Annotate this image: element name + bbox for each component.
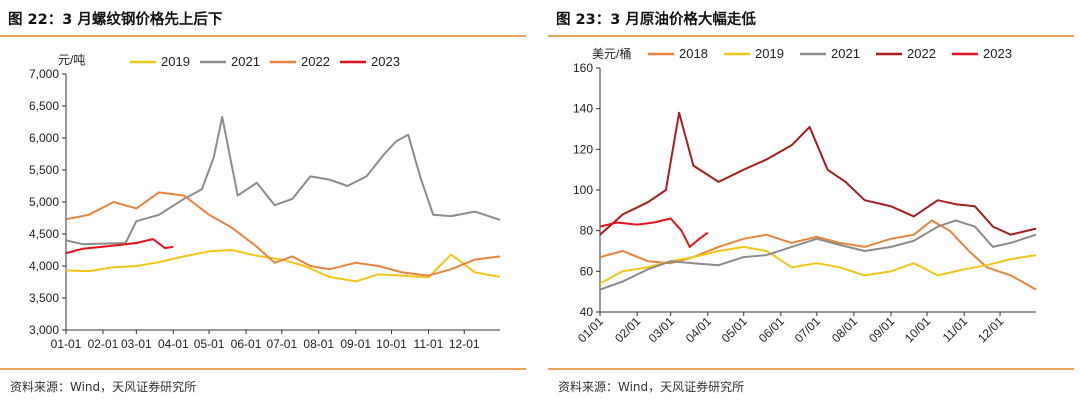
y-axis-label: 元/吨: [58, 53, 85, 67]
series-line-2021: [600, 219, 1037, 291]
x-tick-label: 02-01: [88, 337, 119, 351]
legend-label-2021: 2021: [231, 54, 260, 69]
x-tick-label: 03/01: [646, 314, 677, 345]
series-group: [66, 115, 501, 283]
x-tick-label: 08-01: [303, 337, 334, 351]
x-tick-label: 05-01: [194, 337, 225, 351]
figure-source: 资料来源：Wind，天风证券研究所: [10, 380, 197, 394]
x-tick-label: 11/01: [940, 314, 971, 345]
legend-label-2022: 2022: [907, 46, 936, 61]
x-tick-label: 12/01: [975, 314, 1006, 345]
source-rule: [548, 368, 1074, 370]
figure-title: 图 22：3 月螺纹钢价格先上后下: [8, 12, 223, 28]
x-tick-label: 01-01: [51, 337, 82, 351]
chart-panel-rebar: 图 22：3 月螺纹钢价格先上后下 3,000 3,500 4,000 4,500 5,…: [0, 0, 532, 402]
figure-title: 图 23：3 月原油价格大幅走低: [556, 12, 756, 28]
legend-label-2019: 2019: [755, 46, 784, 61]
series-group: [600, 111, 1037, 291]
x-tick-label: 08/01: [829, 314, 860, 345]
x-tick-label: 09/01: [866, 314, 897, 345]
legend-label-2022: 2022: [301, 54, 330, 69]
y-tick-label: 5,500: [29, 163, 59, 177]
x-tick-label: 09-01: [340, 337, 371, 351]
y-tick-label: 120: [573, 142, 593, 156]
x-tick-label: 11-01: [414, 337, 444, 351]
y-tick-label: 80: [580, 224, 594, 238]
x-tick-label: 06-01: [231, 337, 262, 351]
series-line-2023: [600, 217, 709, 248]
series-line-2022: [600, 111, 1037, 236]
y-tick-label: 5,000: [29, 195, 59, 209]
title-rule: [548, 35, 1074, 37]
y-tick-label: 3,500: [29, 291, 59, 305]
source-rule: [0, 368, 526, 370]
x-tick-label: 03-01: [121, 337, 152, 351]
x-tick-label: 10/01: [902, 314, 933, 345]
x-tick-label: 04-01: [158, 337, 189, 351]
y-tick-label: 140: [573, 102, 593, 116]
y-tick-label: 4,000: [29, 259, 59, 273]
figure-source: 资料来源：Wind，天风证券研究所: [558, 380, 745, 394]
legend-label-2023: 2023: [983, 46, 1012, 61]
rebar-price-chart: 3,000 3,500 4,000 4,500 5,000 5,500 6,000 6,500…: [29, 53, 501, 351]
legend-label-2018: 2018: [679, 46, 708, 61]
y-tick-label: 4,500: [29, 227, 59, 241]
y-tick-label: 60: [580, 264, 594, 278]
series-line-2019: [66, 249, 501, 283]
legend-label-2021: 2021: [831, 46, 860, 61]
chart-panel-crude: 图 23：3 月原油价格大幅走低 40 60 80 100 120 140 160 美元/桶 0…: [548, 0, 1080, 402]
x-tick-label: 07/01: [792, 314, 823, 345]
y-tick-label: 6,500: [29, 99, 59, 113]
legend-label-2019: 2019: [161, 54, 190, 69]
x-tick-label: 10-01: [376, 337, 407, 351]
title-rule: [0, 35, 526, 37]
x-tick-label: 06/01: [756, 314, 787, 345]
series-line-2023: [66, 238, 174, 255]
series-line-2018: [600, 219, 1037, 291]
y-tick-label: 160: [573, 61, 593, 75]
x-tick-label: 12-01: [449, 337, 480, 351]
x-tick-label: 04/01: [683, 314, 714, 345]
x-tick-label: 07-01: [266, 337, 297, 351]
series-line-2022: [66, 191, 501, 277]
y-axis-label: 美元/桶: [592, 46, 631, 61]
y-tick-label: 40: [580, 305, 594, 319]
y-tick-label: 3,000: [29, 323, 59, 337]
x-tick-label: 05/01: [719, 314, 750, 345]
x-tick-label: 02/01: [612, 314, 643, 345]
y-tick-label: 100: [573, 183, 593, 197]
y-tick-label: 6,000: [29, 131, 59, 145]
y-tick-label: 7,000: [29, 67, 59, 81]
legend-label-2023: 2023: [371, 54, 400, 69]
series-line-2021: [66, 115, 501, 246]
